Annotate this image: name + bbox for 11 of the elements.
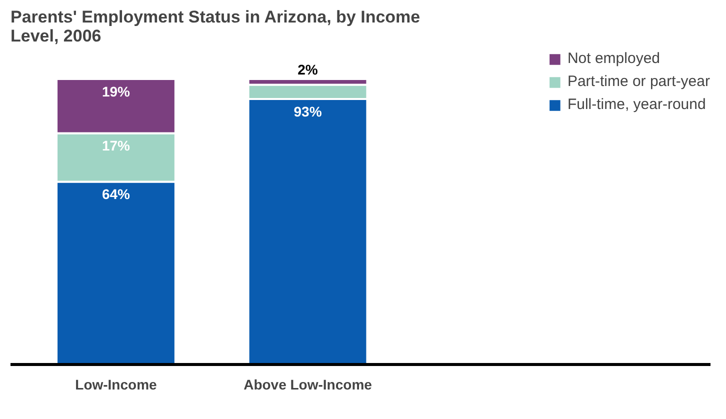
data-label: 93% xyxy=(294,103,322,120)
data-label: 64% xyxy=(102,186,131,202)
data-label: 2% xyxy=(298,62,318,78)
legend-label: Part-time or part-year xyxy=(567,73,710,90)
chart-title: Parents' Employment Status in Arizona, by Income Level, 2006 xyxy=(10,8,420,46)
legend-label: Full-time, year-round xyxy=(567,96,706,113)
x-tick-label: Above Low-Income xyxy=(244,376,372,392)
data-label: 19% xyxy=(102,83,131,100)
x-tick-label: Low-Income xyxy=(75,376,158,392)
legend-label: Not employed xyxy=(567,50,660,67)
data-label: 17% xyxy=(102,138,131,154)
